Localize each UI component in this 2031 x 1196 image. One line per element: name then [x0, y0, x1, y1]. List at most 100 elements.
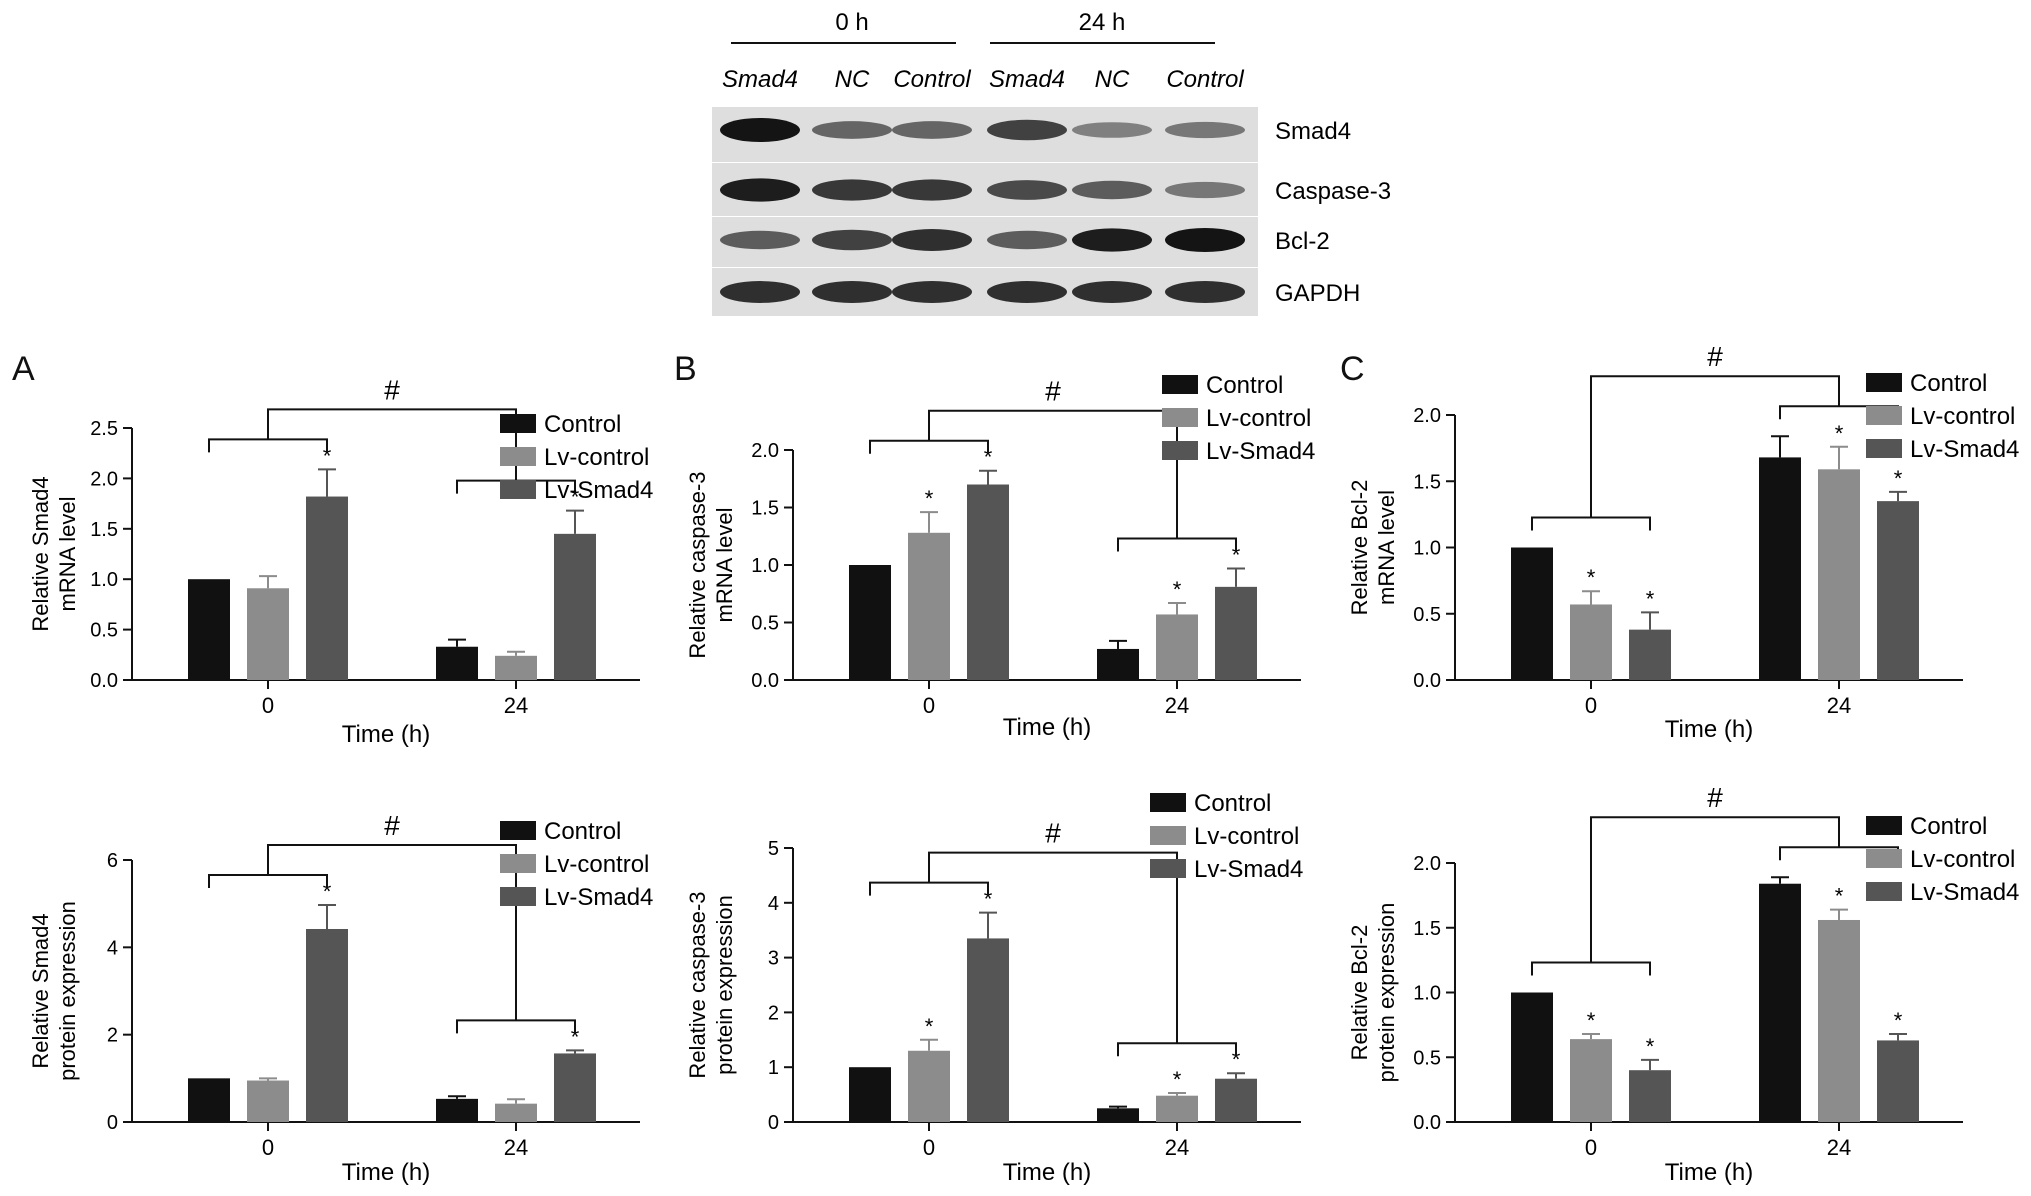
bar	[1818, 919, 1860, 1122]
bar	[1215, 1078, 1257, 1122]
blot-protein-label: Bcl-2	[1275, 228, 1330, 255]
legend-label: Lv-Smad4	[1194, 856, 1303, 883]
y-axis-label-line: mRNA level	[712, 508, 737, 623]
y-axis-label-line: Relative Bcl-2	[1347, 925, 1372, 1061]
y-tick-label: 2.0	[90, 468, 118, 490]
comparison-bracket	[928, 851, 1178, 1044]
bar	[1156, 1095, 1198, 1122]
significance-star: *	[1835, 421, 1844, 446]
hash-symbol: #	[384, 810, 400, 841]
y-tick-label: 0.0	[1413, 670, 1441, 692]
x-tick-label: 0	[1585, 693, 1597, 718]
bar	[1511, 992, 1553, 1122]
significance-star: *	[984, 445, 993, 470]
significance-star: *	[925, 1014, 934, 1039]
legend-label: Lv-control	[544, 851, 649, 878]
blot-protein-label: Smad4	[1275, 118, 1351, 145]
significance-star: *	[1173, 577, 1182, 602]
legend-swatch	[1866, 406, 1902, 425]
legend-label: Lv-control	[1206, 405, 1311, 432]
y-axis-label: Relative Bcl-2protein expression	[1347, 903, 1399, 1083]
legend-swatch	[1162, 441, 1198, 460]
legend-swatch	[1866, 849, 1902, 868]
bar	[554, 533, 596, 680]
blot-band	[812, 229, 892, 251]
y-axis-label: Relative Bcl-2mRNA level	[1347, 480, 1399, 616]
hash-symbol: #	[1707, 341, 1723, 372]
bar	[1097, 1108, 1139, 1122]
bar	[1877, 1040, 1919, 1122]
blot-band	[892, 121, 972, 139]
y-tick-label: 0.0	[90, 670, 118, 692]
y-tick-label: 0.5	[751, 613, 779, 635]
bar	[436, 646, 478, 680]
y-tick-label: 4	[107, 937, 118, 959]
bar	[967, 938, 1009, 1122]
bar	[1097, 648, 1139, 680]
legend-swatch	[500, 480, 536, 499]
y-axis-label: Relative caspase-3mRNA level	[685, 471, 737, 658]
significance-star: *	[323, 443, 332, 468]
blot-band	[987, 281, 1067, 303]
legend-label: Lv-Smad4	[544, 884, 653, 911]
legend-swatch	[500, 414, 536, 433]
bar	[908, 1050, 950, 1122]
blot-band	[720, 281, 800, 303]
blot-band	[987, 180, 1067, 200]
bar	[1511, 547, 1553, 680]
blot-band	[812, 281, 892, 303]
x-axis-label: Time (h)	[1003, 1159, 1091, 1186]
panel-letter-b: B	[674, 350, 697, 388]
y-tick-label: 5	[768, 838, 779, 860]
bar	[1818, 469, 1860, 680]
y-tick-label: 6	[107, 850, 118, 872]
x-tick-label: 24	[1827, 693, 1851, 718]
legend-label: Lv-control	[1910, 403, 2015, 430]
bar	[306, 496, 348, 680]
y-axis-label-line: protein expression	[55, 901, 80, 1081]
significance-star: *	[1646, 586, 1655, 611]
y-tick-label: 2.5	[90, 418, 118, 440]
legend-swatch	[500, 854, 536, 873]
bar-chart: 0 1 2 3 4 5 0 * * 24 * * # Relative caspase-3protein …	[685, 790, 1303, 1186]
y-tick-label: 3	[768, 948, 779, 970]
bar-charts: 0.00.51.01.52.02.50*24*#Relative Smad4mR…	[28, 341, 2019, 1186]
y-tick-label: 2.0	[1413, 853, 1441, 875]
bar-chart: 0.0 0.5 1.0 1.5 2.0 0 * * 24 * * # Relative caspase-…	[685, 372, 1315, 741]
legend-label: Lv-control	[544, 444, 649, 471]
blot-band	[1072, 281, 1152, 303]
y-tick-label: 0	[768, 1112, 779, 1134]
blot-lane-label: NC	[1095, 66, 1130, 93]
legend-swatch	[500, 821, 536, 840]
y-tick-label: 2.0	[751, 440, 779, 462]
group-bracket	[869, 881, 989, 896]
significance-star: *	[984, 887, 993, 912]
bar	[188, 579, 230, 680]
y-axis-label-line: protein expression	[1374, 903, 1399, 1083]
significance-star: *	[925, 486, 934, 511]
x-tick-label: 0	[262, 693, 274, 718]
y-tick-label: 1.0	[751, 555, 779, 577]
significance-star: *	[323, 879, 332, 904]
y-tick-label: 1.0	[1413, 983, 1441, 1005]
bar	[1570, 1039, 1612, 1122]
significance-star: *	[1835, 884, 1844, 909]
significance-star: *	[1587, 1008, 1596, 1033]
x-tick-label: 0	[923, 693, 935, 718]
significance-star: *	[571, 485, 580, 510]
blot-strip	[712, 107, 1258, 162]
x-tick-label: 24	[504, 693, 528, 718]
bar-chart: 0.0 0.5 1.0 1.5 2.0 2.5 0 * 24 * # Relative Smad4mR…	[28, 374, 653, 748]
legend-swatch	[1162, 375, 1198, 394]
y-tick-label: 1.0	[1413, 538, 1441, 560]
legend-label: Lv-Smad4	[544, 477, 653, 504]
y-tick-label: 0.0	[1413, 1112, 1441, 1134]
significance-star: *	[1646, 1034, 1655, 1059]
hash-symbol: #	[1045, 818, 1061, 849]
blot-band	[892, 229, 972, 251]
bar	[247, 588, 289, 680]
group-bracket	[456, 1019, 576, 1034]
bar	[849, 565, 891, 680]
y-axis-label: Relative Smad4protein expression	[28, 901, 80, 1081]
legend-swatch	[1150, 826, 1186, 845]
